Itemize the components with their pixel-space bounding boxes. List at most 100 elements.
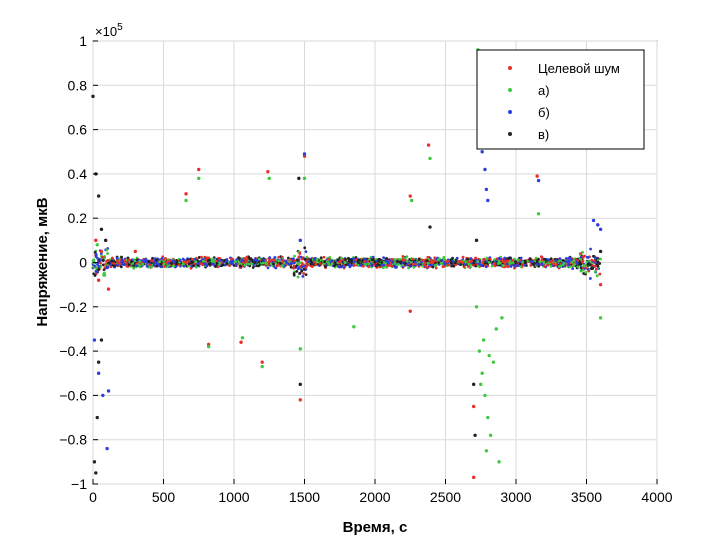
noise-point [110, 256, 114, 260]
noise-point [590, 266, 594, 270]
data-point [197, 176, 201, 181]
noise-point [279, 262, 283, 266]
x-tick-label: 1500 [289, 489, 320, 505]
noise-point [238, 264, 242, 268]
noise-point [106, 252, 109, 255]
noise-point [123, 258, 126, 262]
noise-point [387, 264, 390, 267]
x-tick-label: 4000 [641, 489, 672, 505]
noise-point [474, 256, 478, 260]
noise-point [332, 264, 336, 268]
noise-point [445, 260, 449, 264]
data-point [267, 176, 271, 181]
noise-point [399, 261, 402, 264]
noise-point [569, 258, 573, 262]
noise-point [162, 262, 166, 266]
noise-point [452, 264, 456, 268]
noise-point [113, 262, 116, 266]
noise-point [276, 263, 280, 267]
noise-point [511, 258, 514, 262]
noise-point [523, 263, 527, 267]
noise-point [431, 265, 435, 269]
noise-point [268, 256, 272, 259]
noise-point [186, 264, 190, 268]
noise-point [393, 257, 397, 261]
noise-point [534, 256, 538, 260]
noise-point [283, 264, 287, 267]
noise-point [304, 273, 308, 277]
noise-point [293, 254, 296, 258]
noise-point [371, 255, 375, 259]
noise-point [581, 255, 585, 259]
noise-point [207, 262, 211, 266]
noise-point [441, 265, 445, 268]
noise-point [405, 259, 409, 263]
noise-point [561, 263, 565, 267]
noise-point [314, 263, 318, 267]
noise-point [434, 266, 438, 270]
noise-point [417, 263, 421, 267]
noise-point [211, 262, 215, 266]
noise-point [396, 263, 399, 267]
x-tick-label: 3000 [500, 489, 531, 505]
noise-point [245, 258, 249, 262]
noise-point [92, 258, 96, 262]
noise-point [390, 257, 394, 261]
data-point [598, 227, 603, 231]
noise-point [158, 260, 162, 264]
noise-point [298, 261, 302, 265]
noise-point [124, 261, 128, 264]
noise-point [582, 272, 586, 275]
noise-point [426, 261, 430, 265]
data-point [472, 404, 476, 409]
noise-point [105, 266, 109, 270]
data-point [106, 389, 111, 393]
data-point [596, 223, 600, 227]
noise-point [255, 258, 259, 262]
data-point [598, 316, 603, 320]
noise-point [247, 262, 251, 266]
noise-point [155, 264, 159, 268]
noise-point [546, 263, 549, 267]
noise-point [127, 263, 131, 267]
noise-point [537, 257, 540, 261]
noise-point [480, 264, 484, 267]
noise-point [296, 258, 299, 262]
noise-point [576, 265, 580, 269]
noise-point [187, 262, 191, 266]
y-axis-ticks: −1 −0.8 −0.6 −0.4 −0.2 0 0.2 0.4 0.6 0.8 1 [59, 33, 98, 492]
noise-point [535, 262, 539, 266]
noise-point [138, 265, 142, 269]
noise-point [497, 256, 501, 260]
noise-point [170, 262, 173, 265]
noise-point [112, 264, 116, 268]
noise-point [485, 256, 489, 260]
noise-point [193, 257, 197, 261]
data-point [598, 282, 603, 287]
noise-point [540, 258, 544, 262]
noise-point [292, 264, 296, 268]
noise-point [194, 260, 198, 264]
noise-point [101, 263, 105, 267]
noise-point [579, 266, 583, 270]
noise-point [364, 262, 368, 266]
noise-point [162, 258, 166, 261]
noise-point [588, 263, 592, 267]
noise-point [581, 250, 584, 254]
noise-point [350, 261, 353, 265]
noise-point [426, 255, 430, 259]
data-point [184, 198, 188, 203]
noise-point [543, 265, 546, 268]
noise-point [590, 258, 594, 262]
noise-point [571, 267, 575, 270]
data-point [94, 238, 98, 243]
noise-point [266, 266, 270, 270]
noise-point [145, 264, 149, 268]
data-point [480, 150, 484, 154]
noise-point [439, 261, 443, 265]
x-tick-label: 1000 [218, 489, 249, 505]
noise-point [115, 256, 119, 260]
data-point [96, 360, 101, 364]
noise-point [403, 258, 407, 262]
noise-point [518, 262, 522, 266]
